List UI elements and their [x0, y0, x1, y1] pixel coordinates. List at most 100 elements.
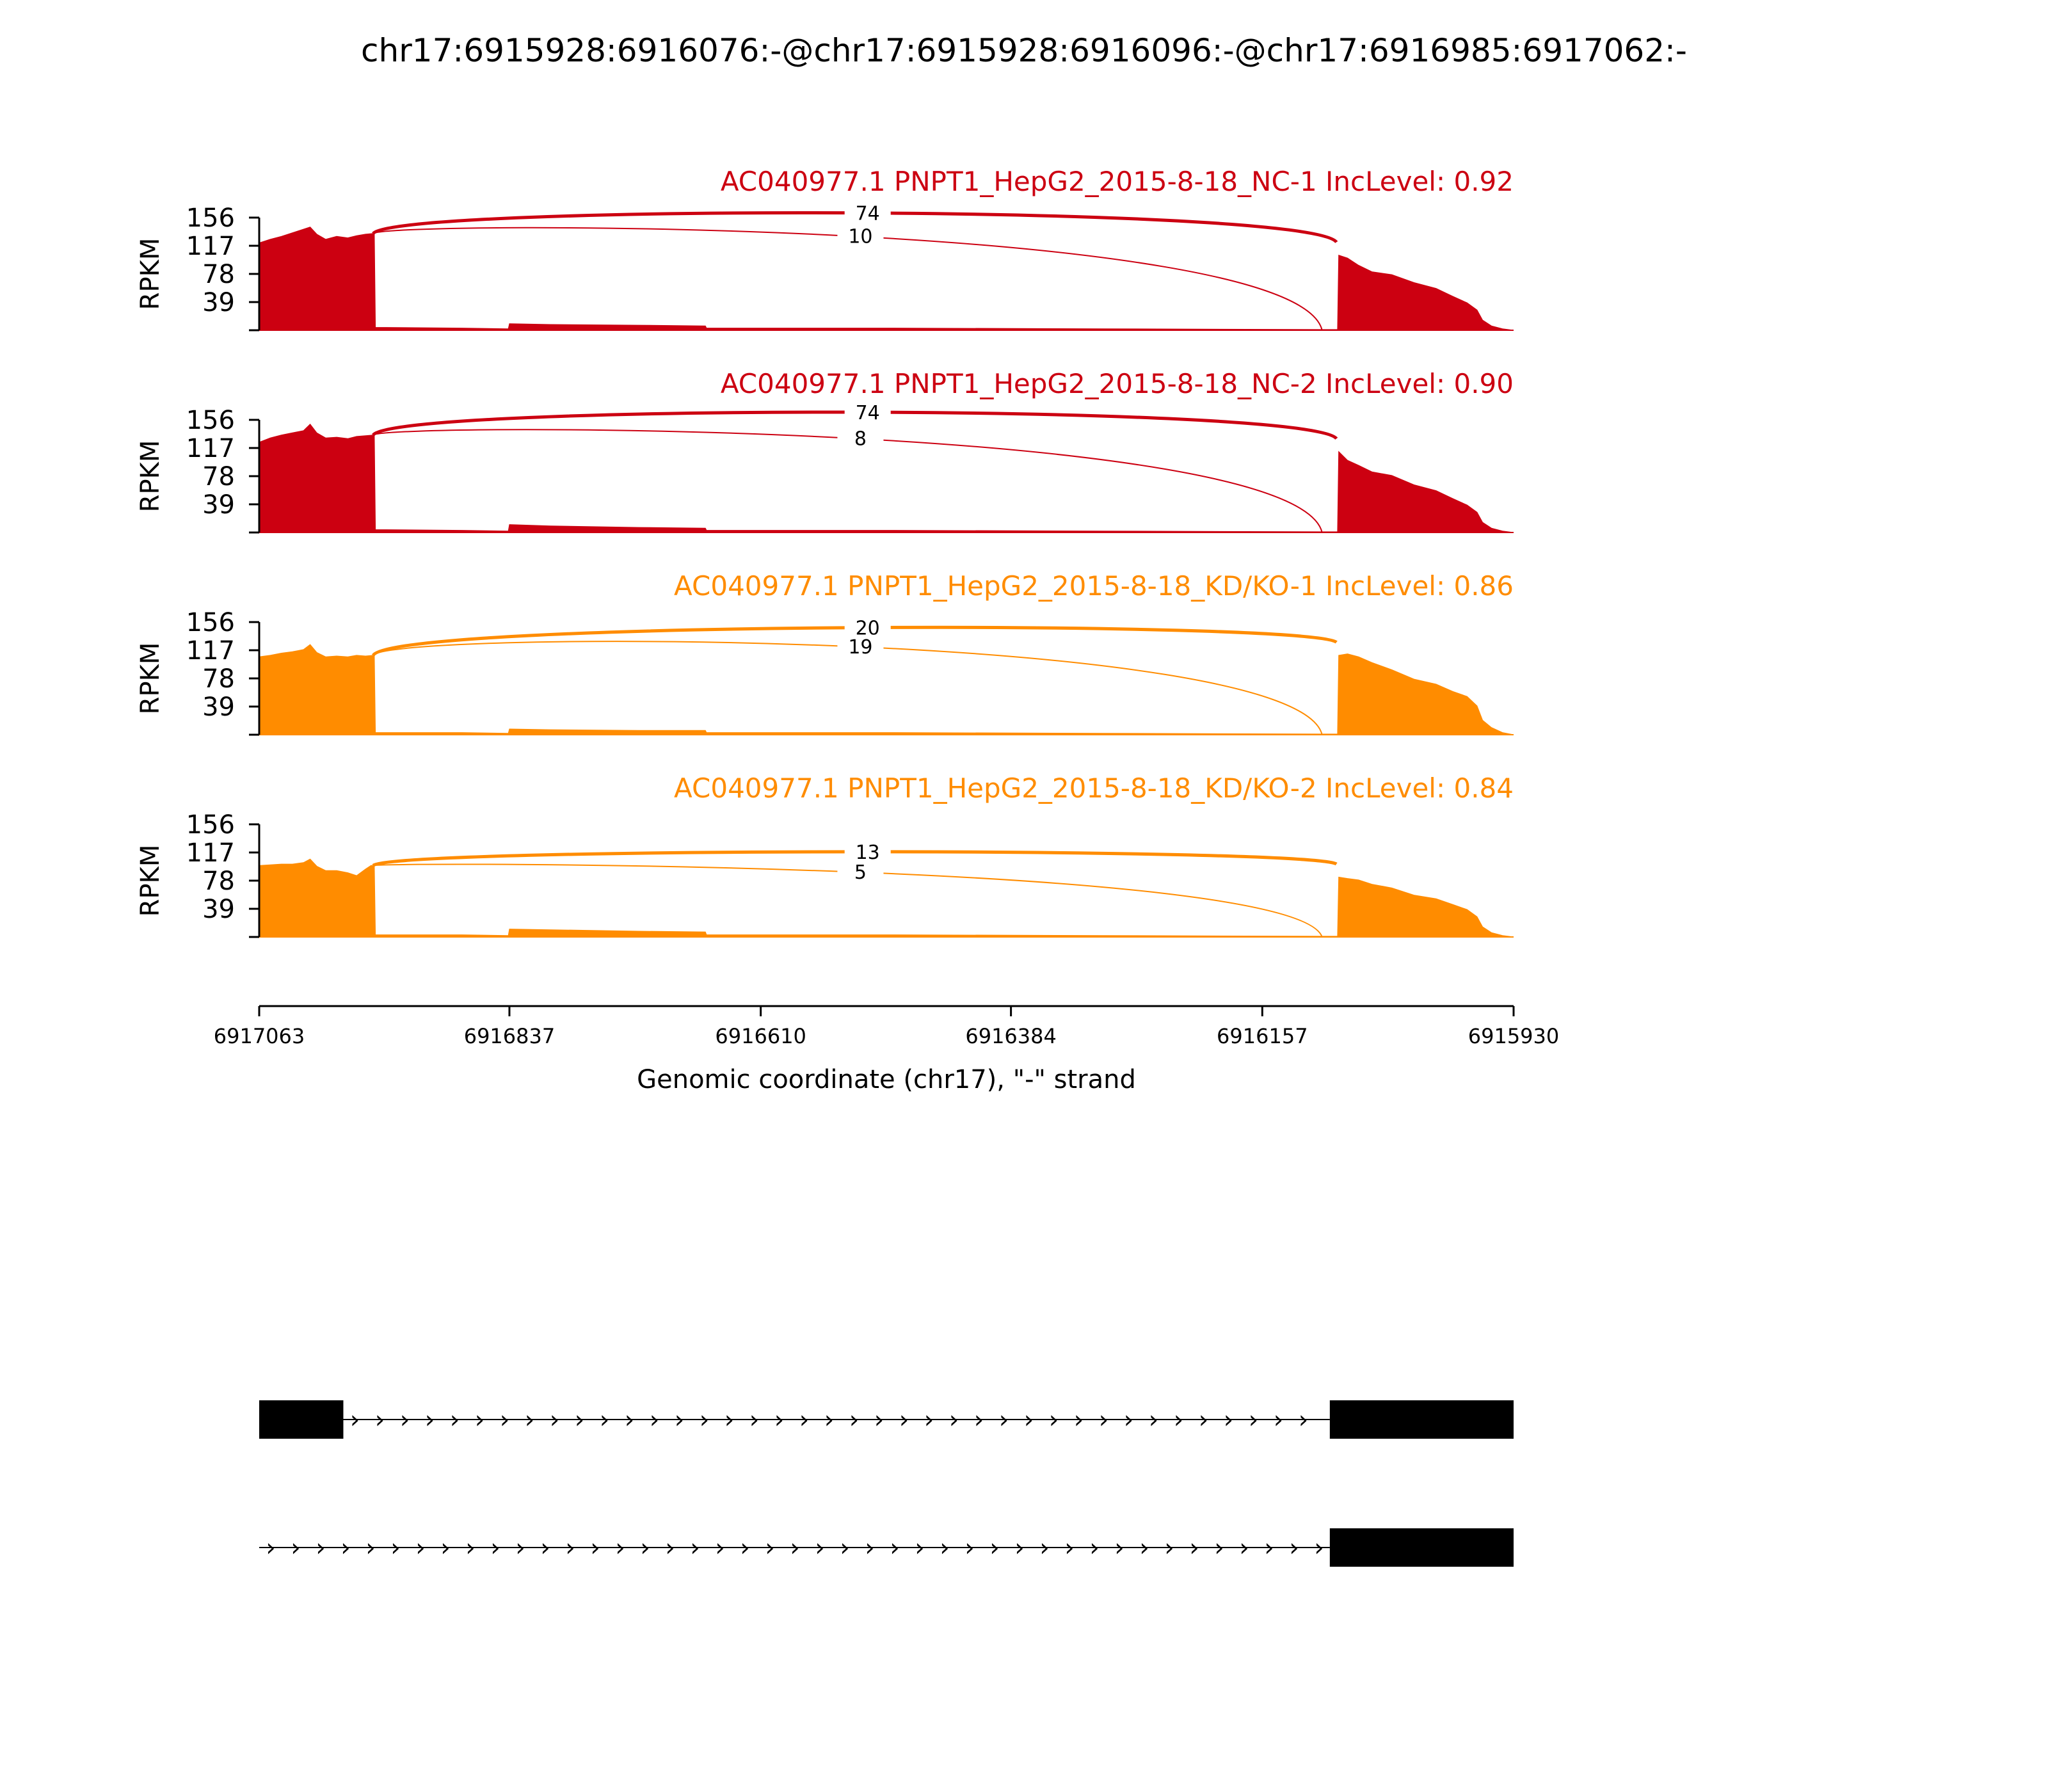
junction-label-bg	[844, 201, 891, 225]
strand-arrow-icon: ›	[1024, 1405, 1034, 1434]
strand-arrow-icon: ›	[890, 1533, 899, 1562]
strand-arrow-icon: ›	[1089, 1533, 1099, 1562]
strand-arrow-icon: ›	[1014, 1533, 1024, 1562]
isoform-2: › › › › › › › › › › › › › › › › › › › › › › › › › › › › › › › › › › › › › › › ›…	[259, 1528, 1514, 1567]
coverage-area	[259, 644, 1514, 735]
x-tick-label: 6916384	[965, 1024, 1057, 1048]
strand-arrow-icon: ›	[815, 1533, 824, 1562]
y-axis-label: RPKM	[136, 845, 165, 917]
strand-arrow-icon: ›	[550, 1405, 559, 1434]
x-axis: 6917063 6916837 6916610 6916384 6916157 69159…	[214, 1005, 1560, 1094]
strand-arrow-icon: ›	[1214, 1533, 1224, 1562]
junction-count-label: 10	[848, 225, 872, 248]
strand-arrow-icon: ›	[849, 1405, 859, 1434]
y-tick-label: 39	[202, 288, 235, 317]
track-title: AC040977.1 PNPT1_HepG2_2015-8-18_NC-1 In…	[721, 166, 1514, 197]
strand-arrow-icon: ›	[824, 1405, 834, 1434]
y-axis-label: RPKM	[136, 238, 165, 310]
strand-arrow-icon: ›	[899, 1405, 909, 1434]
strand-arrow-icon: ›	[1049, 1405, 1059, 1434]
y-tick-label: 39	[202, 692, 235, 722]
y-tick-label: 156	[186, 406, 235, 435]
junction-label-bg	[844, 840, 891, 863]
exon-block	[1329, 1400, 1514, 1439]
x-tick-label: 6915930	[1468, 1024, 1560, 1048]
strand-arrow-icon: ›	[515, 1533, 525, 1562]
junction-count-label: 8	[854, 428, 867, 450]
strand-arrow-icon: ›	[1289, 1533, 1299, 1562]
y-tick-label: 156	[186, 204, 235, 233]
strand-arrow-icon: ›	[1264, 1533, 1274, 1562]
track-title: AC040977.1 PNPT1_HepG2_2015-8-18_KD/KO-1…	[674, 570, 1514, 602]
junction-count-label: 5	[854, 861, 867, 884]
y-tick-label: 117	[186, 232, 235, 261]
strand-arrow-icon: ›	[575, 1405, 584, 1434]
figure-title: chr17:6915928:6916076:-@chr17:6915928:69…	[361, 32, 1687, 69]
strand-arrow-icon: ›	[940, 1533, 949, 1562]
y-tick-label: 156	[186, 608, 235, 637]
strand-arrow-icon: ›	[1299, 1405, 1308, 1434]
strand-arrow-icon: ›	[915, 1533, 924, 1562]
junction-count-label: 74	[856, 402, 880, 424]
strand-arrow-icon: ›	[740, 1533, 749, 1562]
junction-label-bg	[837, 426, 884, 450]
junction-label-bg	[837, 224, 884, 248]
strand-arrow-icon: ›	[949, 1405, 959, 1434]
y-tick-label: 78	[202, 867, 235, 896]
strand-arrow-icon: ›	[749, 1405, 759, 1434]
y-axis-label: RPKM	[136, 440, 165, 513]
y-tick-label: 78	[202, 260, 235, 289]
strand-arrow-icon: ›	[625, 1405, 634, 1434]
strand-arrow-icon: ›	[865, 1533, 874, 1562]
strand-arrow-icon: ›	[465, 1533, 475, 1562]
strand-arrow-icon: ›	[1099, 1405, 1108, 1434]
strand-arrow-icon: ›	[500, 1405, 509, 1434]
strand-arrow-icon: ›	[650, 1405, 659, 1434]
strand-arrow-icon: ›	[974, 1405, 984, 1434]
strand-arrow-icon: ›	[724, 1405, 734, 1434]
strand-arrow-icon: ›	[790, 1533, 799, 1562]
strand-arrow-icon: ›	[1074, 1405, 1084, 1434]
strand-arrow-icon: ›	[1189, 1533, 1199, 1562]
strand-arrow-icon: ›	[390, 1533, 400, 1562]
exon-block	[1329, 1528, 1514, 1567]
y-tick-label: 156	[186, 810, 235, 840]
strand-arrow-icon: ›	[525, 1405, 534, 1434]
y-tick-label: 78	[202, 462, 235, 492]
junction-label-bg	[837, 634, 884, 658]
y-tick-label: 78	[202, 664, 235, 694]
strand-arrow-icon: ›	[799, 1405, 809, 1434]
junction-label-bg	[837, 860, 884, 884]
strand-arrow-icon: ›	[1249, 1405, 1258, 1434]
strand-arrow-icon: ›	[1174, 1405, 1183, 1434]
strand-arrow-icon: ›	[266, 1533, 275, 1562]
x-tick-label: 6916837	[464, 1024, 556, 1048]
strand-arrow-icon: ›	[964, 1533, 974, 1562]
strand-arrow-icon: ›	[640, 1533, 650, 1562]
isoform-1: › › › › › › › › › › › › › › › › › › › › › › › › › › › › › › › › › › › › › › ›	[259, 1400, 1514, 1439]
strand-arrow-icon: ›	[665, 1533, 675, 1562]
strand-arrow-icon: ›	[375, 1405, 385, 1434]
strand-arrow-icon: ›	[690, 1533, 700, 1562]
strand-arrow-icon: ›	[1114, 1533, 1124, 1562]
y-tick-label: 39	[202, 490, 235, 520]
x-axis-label: Genomic coordinate (chr17), "-" strand	[637, 1065, 1136, 1094]
y-tick-label: 117	[186, 838, 235, 868]
strand-arrow-icon: ›	[999, 1405, 1009, 1434]
strand-arrow-icon: ›	[1149, 1405, 1158, 1434]
x-tick-label: 6916157	[1217, 1024, 1308, 1048]
strand-arrow-icon: ›	[675, 1405, 684, 1434]
strand-arrow-icon: ›	[1314, 1533, 1324, 1562]
strand-arrow-icon: ›	[1039, 1533, 1049, 1562]
strand-arrow-icon: ›	[1124, 1405, 1133, 1434]
y-tick-label: 39	[202, 895, 235, 924]
strand-arrow-icon: ›	[590, 1533, 600, 1562]
strand-arrow-icon: ›	[415, 1533, 425, 1562]
strand-arrow-icon: ›	[1164, 1533, 1174, 1562]
x-tick-label: 6917063	[214, 1024, 305, 1048]
strand-arrow-icon: ›	[316, 1533, 325, 1562]
